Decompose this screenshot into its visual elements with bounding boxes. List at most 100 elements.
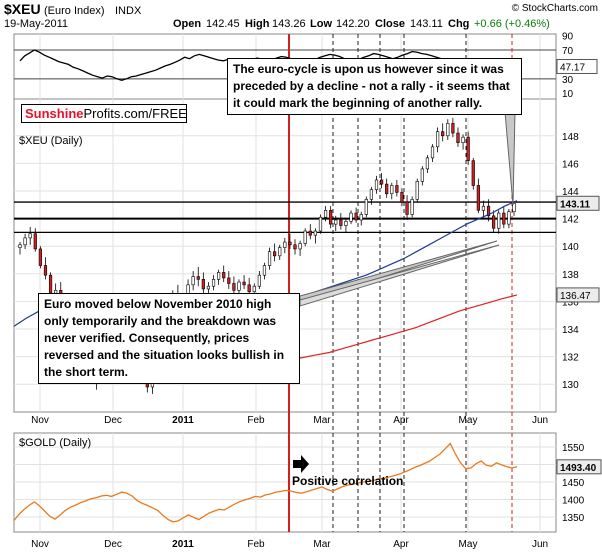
low-label: Low: [310, 18, 332, 30]
candle-body: [288, 241, 292, 246]
x-tick-label: Jun: [532, 415, 548, 426]
candle-body: [48, 274, 53, 294]
candle-body: [400, 192, 404, 203]
candle-body: [257, 274, 261, 287]
candle-body: [303, 230, 307, 244]
gold-layer: [13, 442, 518, 523]
watermark: © StockCharts.com: [512, 3, 598, 14]
y-tick-label: 132: [562, 353, 579, 364]
candle-body: [497, 212, 501, 229]
x-tick-label: Feb: [247, 415, 265, 426]
chart-name: (Euro Index): [44, 5, 105, 17]
candle-body: [323, 210, 328, 218]
x-tick-label: May: [459, 539, 478, 550]
candle-body: [364, 198, 368, 215]
candle-body: [446, 123, 450, 137]
candle-body: [227, 277, 231, 284]
indicator-tick-label: 10: [562, 89, 574, 100]
candle-body: [196, 276, 200, 280]
x-tick-label: Nov: [31, 539, 49, 550]
top-annotation: The euro-cycle is upon us however since …: [227, 58, 522, 115]
candle-body: [211, 279, 216, 287]
y-tick-label: 130: [562, 380, 579, 391]
candle-body: [359, 214, 363, 221]
y-tick-label: 144: [562, 187, 579, 198]
candle-body: [201, 279, 205, 290]
y-tick-label: 146: [562, 159, 579, 170]
indicator-tick-label: 70: [562, 46, 574, 57]
indicator-value-tag: [556, 58, 598, 74]
x-tick-label: Mar: [313, 415, 331, 426]
gold-line: [13, 442, 518, 523]
gold-panel-label: $GOLD (Daily): [19, 437, 91, 449]
gold-tick-label: 1400: [562, 496, 585, 507]
y-tick-label: 136: [562, 297, 579, 308]
chart-date: 19-May-2011: [4, 18, 68, 30]
gold-tick-label: 1450: [562, 478, 585, 489]
candle-body: [415, 181, 419, 200]
candle-body: [206, 285, 211, 290]
candle-body: [313, 230, 317, 236]
candle-body: [33, 233, 37, 250]
candle-body: [502, 212, 506, 225]
candle-body: [476, 185, 480, 211]
gold-tick-label: 1550: [562, 443, 585, 454]
brand-logo: SunshineProfits.com/FREE: [21, 104, 187, 123]
candle-body: [456, 132, 460, 143]
open-value: 142.45: [206, 18, 240, 30]
candle-body: [512, 202, 516, 212]
candle-body: [354, 212, 358, 221]
x-tick-label: Apr: [393, 539, 409, 550]
candle-body: [334, 219, 338, 225]
candle-body: [232, 283, 236, 291]
x-tick-label: Apr: [393, 415, 409, 426]
x-tick-label: May: [459, 415, 478, 426]
candle-body: [293, 244, 297, 250]
candle-body: [252, 285, 256, 293]
close-value: 143.11: [410, 18, 443, 30]
candle-body: [390, 185, 394, 195]
chg-value: +0.66 (+0.46%): [474, 18, 550, 30]
candle-body: [329, 210, 333, 225]
x-tick-label: Dec: [104, 415, 122, 426]
y-tick-label: 142: [562, 215, 579, 226]
candle-body: [395, 185, 399, 193]
close-label: Close: [375, 18, 405, 30]
price-value-tag: [556, 195, 600, 211]
brand-part2: Profits.com/FREE: [83, 106, 187, 121]
indicator-tick-label: 30: [562, 75, 574, 86]
candle-body: [267, 251, 272, 266]
candle-body: [28, 233, 32, 239]
y-tick-label: 138: [562, 270, 579, 281]
candle-body: [405, 201, 409, 215]
candle-body: [430, 146, 435, 159]
x-tick-label: Jun: [532, 539, 548, 550]
candle-body: [262, 265, 267, 276]
y-tick-label: 148: [562, 132, 579, 143]
candle-body: [318, 216, 323, 232]
high-label: High: [245, 18, 270, 30]
candle-body: [492, 215, 496, 229]
indicator-tick-label: 90: [562, 32, 574, 43]
candle-body: [273, 251, 277, 257]
candle-body: [425, 157, 430, 170]
x-tick-label: 2011: [172, 539, 194, 550]
y-tick-label: 134: [562, 325, 579, 336]
x-tick-label: Feb: [247, 539, 265, 550]
candle-body: [222, 272, 226, 279]
candle-body: [374, 179, 379, 190]
gold-tick-label: 1350: [562, 513, 585, 524]
x-tick-label: Dec: [104, 539, 122, 550]
candle-body: [247, 284, 251, 293]
chart-exchange: INDX: [115, 5, 142, 17]
candle-body: [217, 272, 221, 280]
indicator-value-label: 47.17: [560, 62, 585, 73]
open-label: Open: [173, 18, 201, 30]
arrow-right-icon: [293, 455, 309, 473]
candle-body: [369, 189, 374, 200]
price-value-tag: [556, 287, 600, 303]
x-tick-label: Mar: [313, 539, 331, 550]
x-tick-label: Nov: [31, 415, 49, 426]
candle-body: [308, 230, 312, 236]
